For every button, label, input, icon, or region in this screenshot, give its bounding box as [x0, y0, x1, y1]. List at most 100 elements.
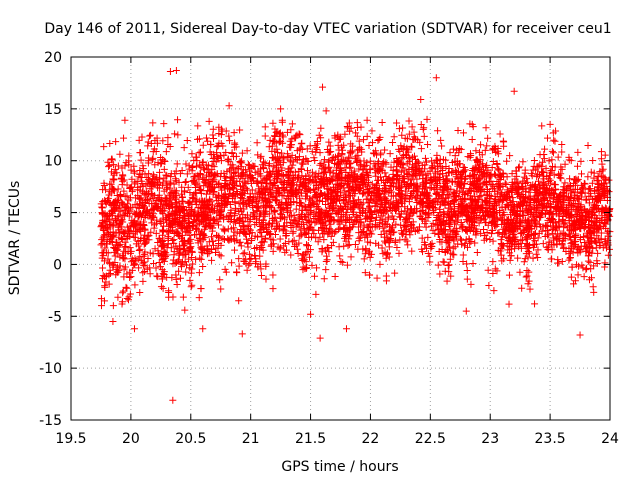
data-point — [209, 131, 217, 139]
data-point — [307, 223, 315, 231]
data-point — [374, 176, 382, 184]
data-point — [136, 167, 144, 175]
data-point — [151, 161, 159, 169]
data-point — [264, 186, 272, 194]
data-point — [508, 181, 516, 189]
data-point — [99, 218, 107, 226]
data-point — [97, 222, 105, 230]
data-point — [305, 195, 313, 203]
data-point — [385, 236, 393, 244]
data-point — [123, 294, 131, 302]
data-point — [495, 166, 503, 174]
data-point — [172, 242, 180, 250]
data-point — [313, 140, 321, 148]
data-point — [356, 162, 364, 170]
data-point — [473, 188, 481, 196]
data-point — [349, 142, 357, 150]
data-point — [144, 232, 152, 240]
data-point — [524, 247, 532, 255]
data-point — [190, 231, 198, 239]
data-point — [299, 155, 307, 163]
data-point — [238, 157, 246, 165]
data-point — [202, 211, 210, 219]
data-point — [329, 154, 337, 162]
data-point — [266, 185, 274, 193]
data-point — [392, 183, 400, 191]
data-point — [345, 241, 353, 249]
data-point — [239, 211, 247, 219]
data-point — [418, 234, 426, 242]
data-point — [243, 235, 251, 243]
data-point — [426, 167, 434, 175]
data-point — [480, 236, 488, 244]
data-point — [550, 171, 558, 179]
data-point — [543, 203, 551, 211]
data-point — [534, 177, 542, 185]
data-point — [482, 204, 490, 212]
data-point — [178, 206, 186, 214]
data-point — [163, 172, 171, 180]
data-point — [311, 272, 319, 280]
data-point — [486, 195, 494, 203]
data-point — [152, 148, 160, 156]
data-point — [207, 245, 215, 253]
data-point — [139, 182, 147, 190]
data-point — [591, 212, 599, 220]
data-point — [539, 223, 547, 231]
data-point — [203, 250, 211, 258]
data-point — [279, 205, 287, 213]
data-point — [97, 241, 105, 249]
data-point — [515, 223, 523, 231]
data-point — [418, 200, 426, 208]
data-point — [551, 203, 559, 211]
data-point — [440, 227, 448, 235]
data-point — [131, 281, 139, 289]
data-point — [399, 161, 407, 169]
data-point — [196, 204, 204, 212]
data-point — [376, 260, 384, 268]
data-point — [518, 218, 526, 226]
data-point — [99, 264, 107, 272]
data-point — [532, 229, 540, 237]
data-point — [167, 221, 175, 229]
data-point — [356, 184, 364, 192]
data-point — [427, 222, 435, 230]
data-point — [288, 120, 296, 128]
data-point — [179, 293, 187, 301]
data-point — [463, 266, 471, 274]
data-point — [403, 237, 411, 245]
data-point — [363, 170, 371, 178]
data-point — [598, 204, 606, 212]
data-point — [409, 209, 417, 217]
data-point — [176, 213, 184, 221]
data-point — [172, 228, 180, 236]
data-point — [525, 277, 533, 285]
data-point — [120, 134, 128, 142]
data-point — [405, 198, 413, 206]
data-point — [594, 183, 602, 191]
data-point — [574, 195, 582, 203]
data-point — [522, 273, 530, 281]
data-point — [411, 162, 419, 170]
data-point — [290, 212, 298, 220]
data-point — [123, 210, 131, 218]
data-point — [545, 231, 553, 239]
data-point — [179, 251, 187, 259]
data-point — [472, 156, 480, 164]
data-point — [561, 179, 569, 187]
data-point — [305, 217, 313, 225]
data-point — [340, 242, 348, 250]
data-point — [571, 185, 579, 193]
data-point — [216, 276, 224, 284]
data-point — [540, 151, 548, 159]
data-point — [477, 192, 485, 200]
data-point — [337, 191, 345, 199]
data-point — [109, 302, 117, 310]
data-point — [320, 180, 328, 188]
data-point — [303, 264, 311, 272]
data-point — [224, 156, 232, 164]
data-point — [170, 236, 178, 244]
data-point — [366, 157, 374, 165]
data-point — [304, 157, 312, 165]
data-point — [268, 193, 276, 201]
